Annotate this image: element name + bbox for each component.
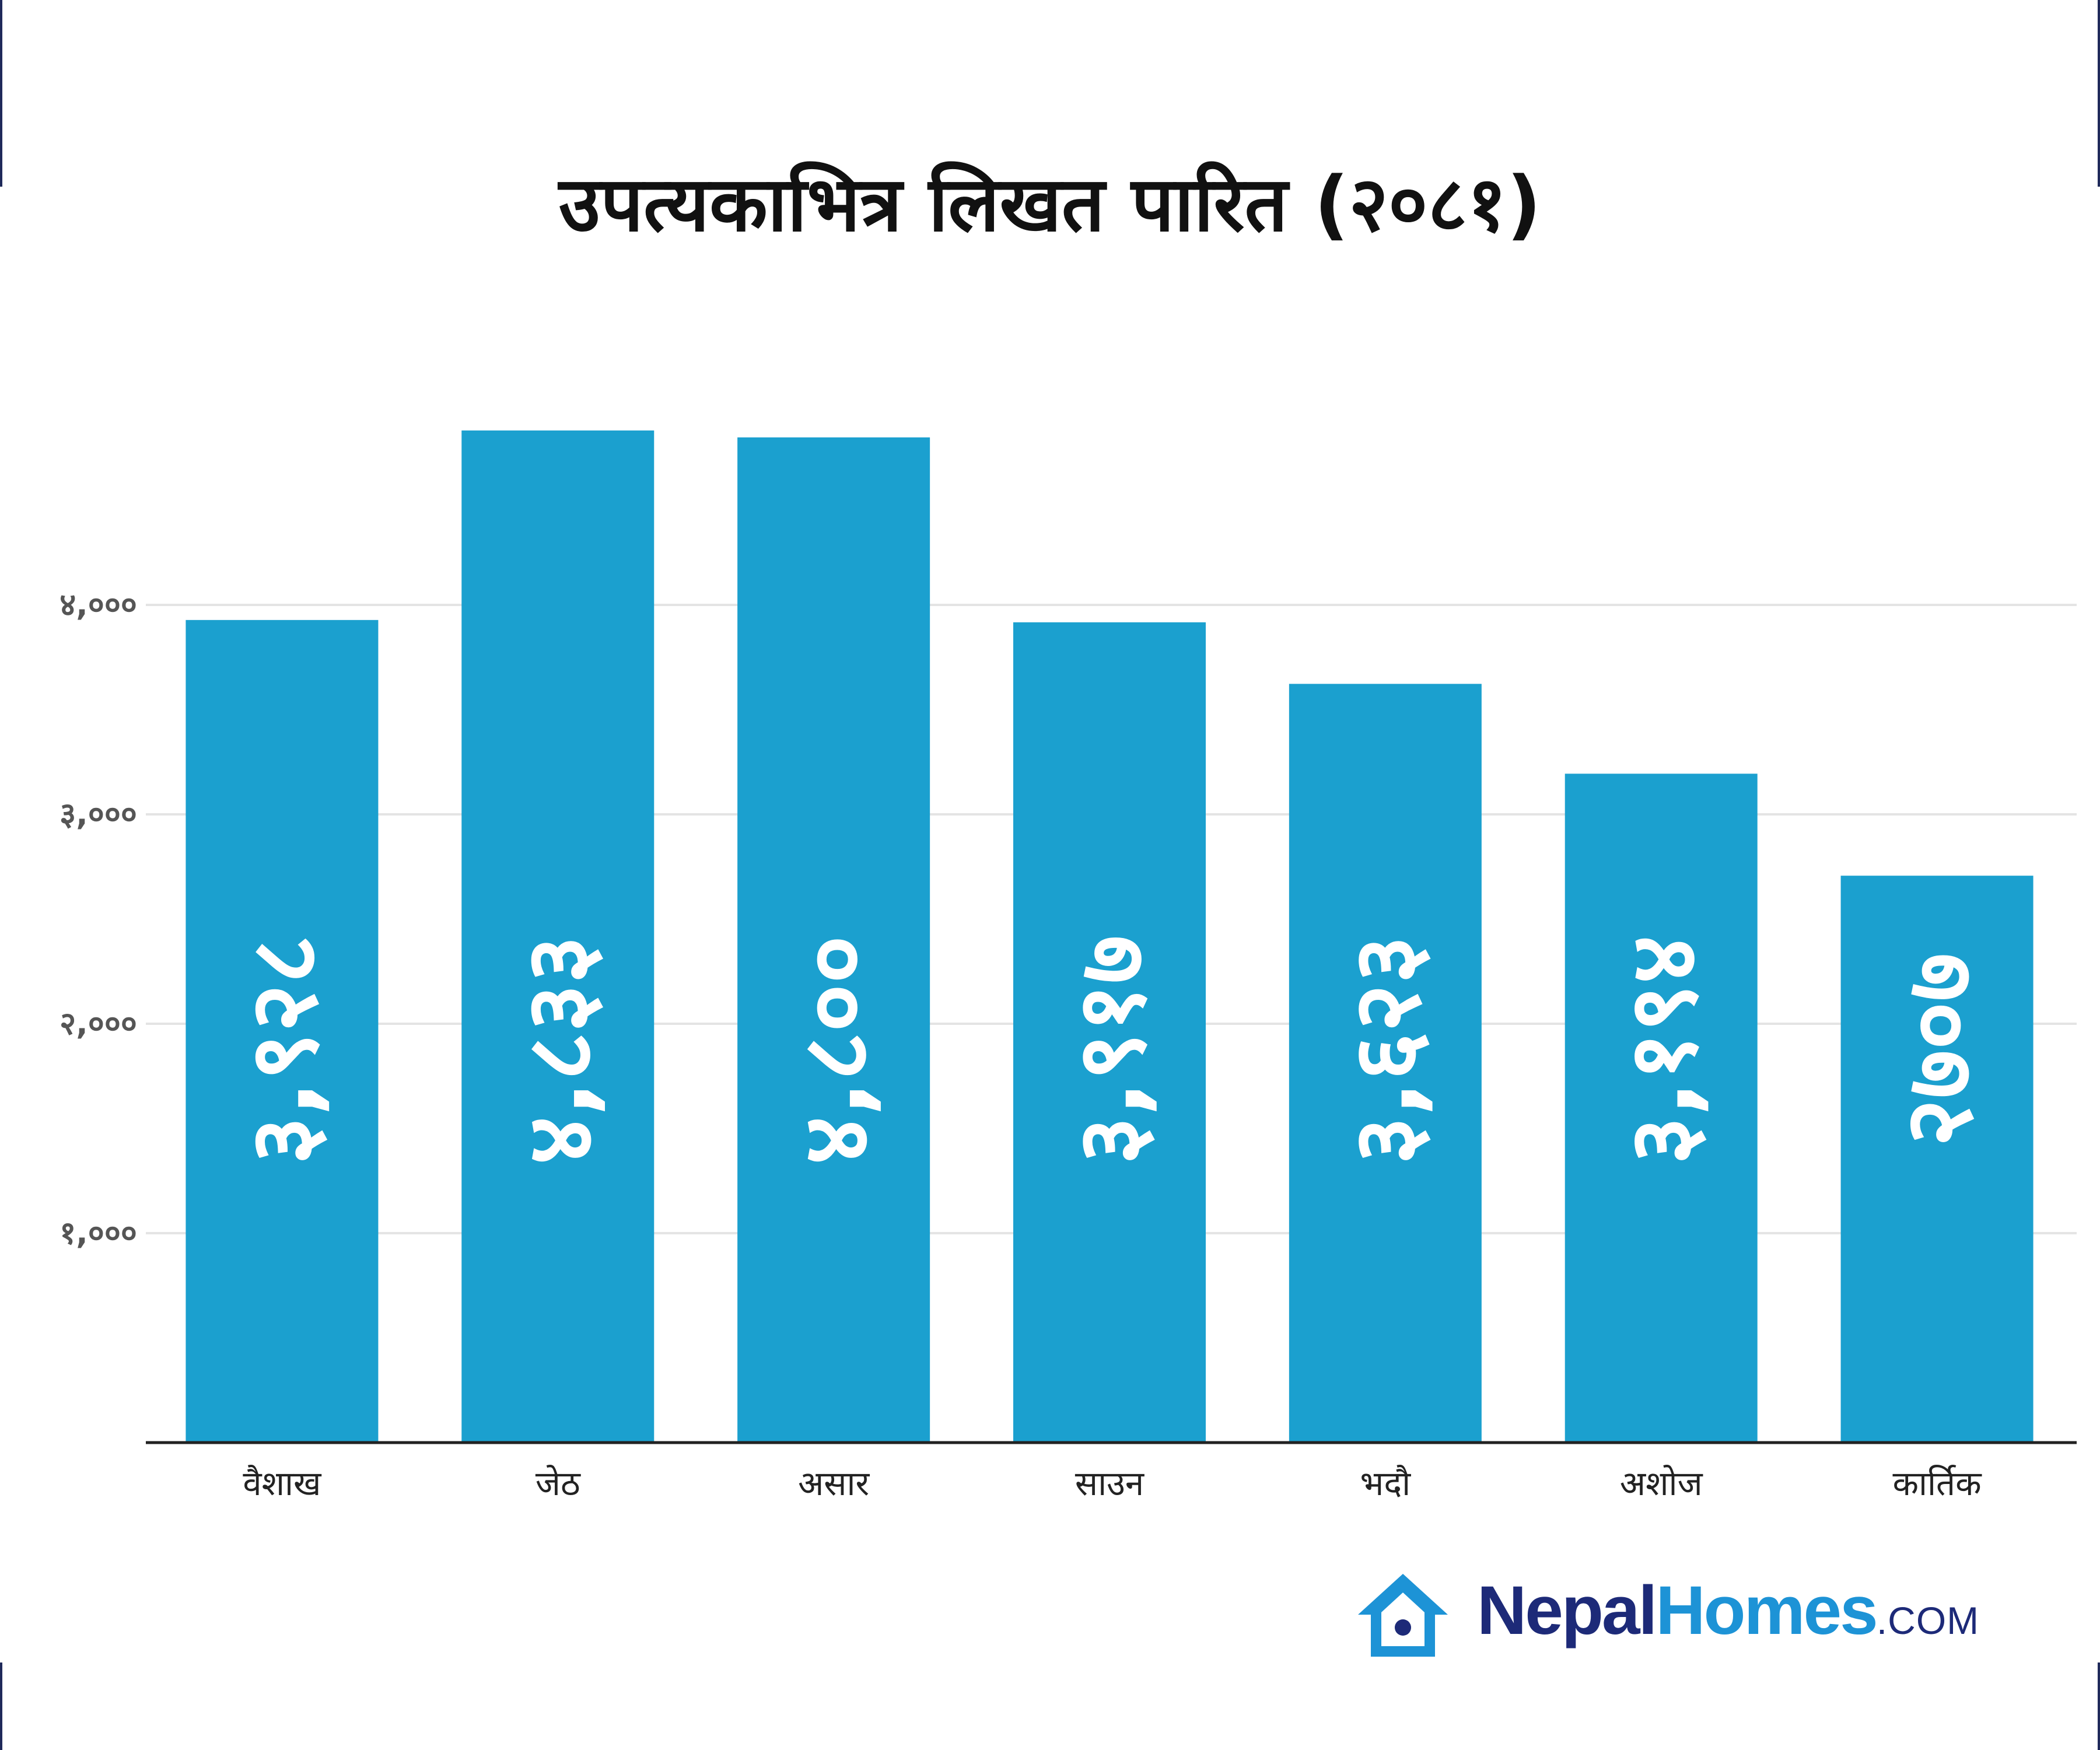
bar: [186, 620, 379, 1443]
bar: [1840, 876, 2034, 1443]
x-axis-labels: वैशाख जेठ असार साउन भदौ अशोज कार्तिक: [243, 1464, 1982, 1503]
x-category-label: कार्तिक: [1892, 1464, 1982, 1503]
bar-value-label: ३,९१७: [1056, 935, 1166, 1165]
bar-value-label: ४,८३३: [505, 935, 614, 1165]
bar-value-label: ३,१९४: [1608, 935, 1717, 1165]
bar: [461, 430, 654, 1443]
x-category-label: अशोज: [1620, 1464, 1703, 1503]
nepalhomes-logo: NepalHomes.COM: [1342, 1563, 2042, 1668]
x-category-label: जेठ: [536, 1464, 581, 1503]
frame-top-left-mark: [0, 0, 2, 187]
bar: [737, 437, 930, 1443]
logo-wordmark: NepalHomes.COM: [1477, 1576, 1979, 1645]
x-category-label: असार: [798, 1464, 870, 1503]
y-tick-label: १,०००: [60, 1214, 137, 1251]
bar: [1564, 774, 1758, 1443]
y-tick-label: २,०००: [60, 1005, 137, 1042]
house-icon: [1358, 1574, 1448, 1657]
bar-value-label: ३,९२८: [229, 935, 338, 1165]
x-category-label: वैशाख: [243, 1464, 322, 1503]
chart-title: उपत्यकाभित्र लिखत पारित (२०८१): [557, 160, 1541, 249]
bar-value-label: ३,६२३: [1332, 935, 1441, 1165]
logo-text-nepal: Nepal: [1477, 1572, 1657, 1649]
frame-bottom-left-mark: [0, 1662, 2, 1750]
bar-value-label: ४,८००: [780, 935, 890, 1165]
x-category-label: भदौ: [1360, 1464, 1412, 1503]
y-tick-label: ४,०००: [60, 586, 137, 623]
bar-value-label: २७०७: [1884, 953, 1993, 1147]
bar: [1289, 684, 1482, 1443]
bars: ३,९२८ ४,८३३ ४,८०० ३,९१७ ३,६२३ ३,१९४ २७०७: [186, 430, 2034, 1443]
frame-bottom-right-mark: [2098, 1662, 2100, 1750]
logo-text-homes: Homes: [1656, 1572, 1878, 1649]
y-tick-label: ३,०००: [60, 796, 137, 832]
frame-top-right-mark: [2098, 0, 2100, 187]
logo-text-com: .COM: [1876, 1599, 1980, 1642]
bar: [1013, 622, 1206, 1443]
x-category-label: साउन: [1075, 1464, 1144, 1503]
y-axis-ticks: १,००० २,००० ३,००० ४,०००: [60, 586, 137, 1251]
